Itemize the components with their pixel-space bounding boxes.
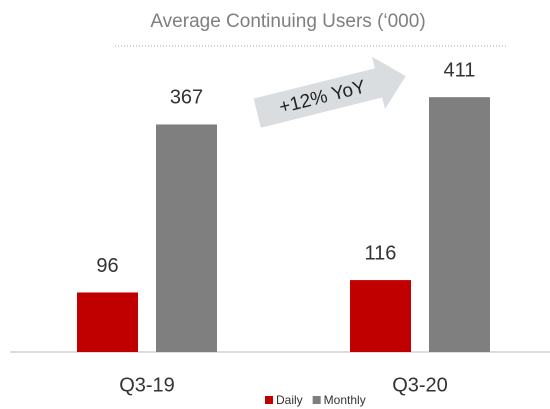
x-tick-label: Q3-20: [392, 374, 448, 396]
chart-title: Average Continuing Users (‘000): [150, 11, 425, 32]
legend-swatch: [265, 396, 273, 404]
yoy-arrow: +12% YoY: [253, 56, 406, 128]
bar: [156, 124, 217, 353]
bar: [350, 280, 411, 352]
legend-label: Daily: [276, 393, 303, 407]
legend-label: Monthly: [324, 393, 366, 407]
value-label: 96: [96, 255, 118, 277]
legend-swatch: [312, 396, 321, 404]
value-label: 367: [170, 87, 203, 109]
x-tick-label: Q3-19: [119, 374, 175, 396]
bar: [429, 97, 490, 353]
value-label: 411: [444, 59, 476, 81]
bar: [77, 292, 138, 352]
value-label: 116: [365, 242, 397, 264]
arrow-shape: [253, 56, 406, 128]
